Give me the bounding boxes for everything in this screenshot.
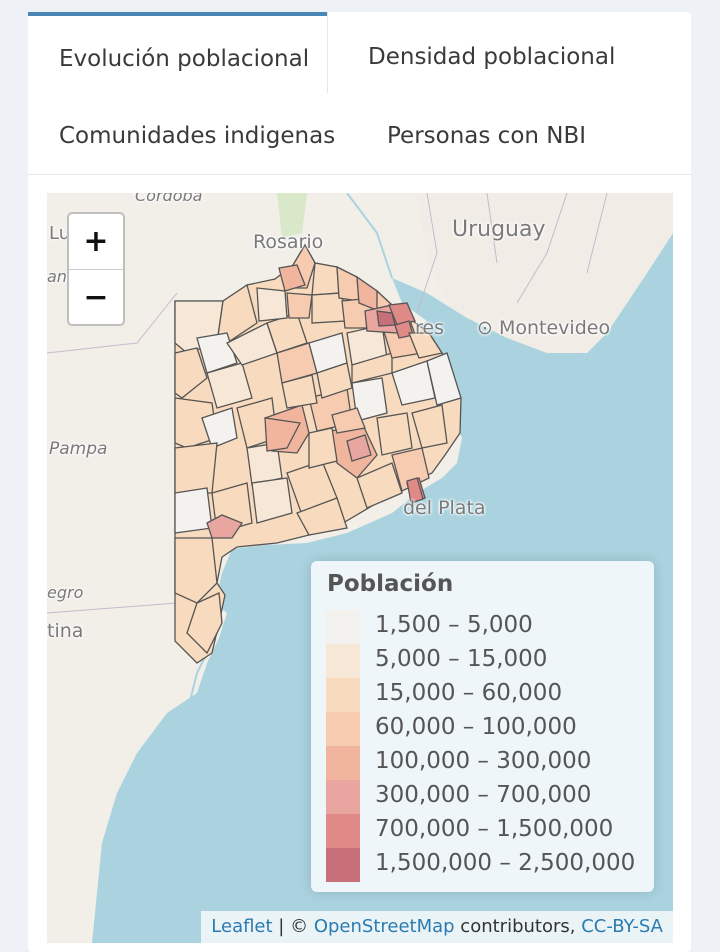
- license-link[interactable]: CC-BY-SA: [581, 916, 663, 937]
- municipality-cell: [346, 434, 372, 462]
- municipality-cell: [206, 362, 253, 409]
- place-label-rosario: Rosario: [253, 231, 324, 253]
- municipality-cell: [316, 362, 353, 399]
- legend-label: 1,500,000 – 2,500,000: [375, 850, 636, 876]
- place-label-buenos-aires: res: [415, 317, 444, 339]
- place-label-pampa: Pampa: [49, 439, 108, 459]
- legend-swatch: [326, 644, 360, 678]
- place-label-argentina: tina: [47, 620, 84, 642]
- municipality-cell: [201, 407, 238, 449]
- municipality-cell: [388, 302, 416, 326]
- municipality-cell: [376, 310, 396, 327]
- attribution-contrib: contributors,: [454, 916, 582, 937]
- legend-label: 5,000 – 15,000: [375, 646, 548, 672]
- municipality-cell: [308, 427, 338, 469]
- municipality-cell: [286, 292, 313, 319]
- attribution-sep: | ©: [272, 916, 314, 937]
- legend-row: 60,000 – 100,000: [326, 712, 646, 746]
- legend-label: 15,000 – 60,000: [375, 680, 563, 706]
- legend-label: 60,000 – 100,000: [375, 714, 577, 740]
- tab-evolucion-poblacional[interactable]: Evolución poblacional: [28, 12, 327, 93]
- municipality-cell: [376, 412, 413, 456]
- municipality-cell: [264, 417, 301, 452]
- municipality-cell: [186, 592, 223, 655]
- leaflet-link[interactable]: Leaflet: [211, 916, 273, 937]
- legend-swatch: [326, 746, 360, 780]
- legend-row: 700,000 – 1,500,000: [326, 814, 646, 848]
- place-label-cordoba: Cordoba: [135, 193, 203, 205]
- tab-divider: [327, 12, 328, 93]
- legend-row: 100,000 – 300,000: [326, 746, 646, 780]
- rio-de-la-plata: [392, 278, 607, 383]
- legend-row: 1,500,000 – 2,500,000: [326, 848, 646, 882]
- legend-label: 700,000 – 1,500,000: [375, 816, 614, 842]
- legend: Población 1,500 – 5,000 5,000 – 15,000 1…: [311, 561, 654, 892]
- municipality-cell: [281, 374, 318, 409]
- municipality-cell: [206, 514, 243, 539]
- legend-swatch: [326, 814, 360, 848]
- legend-swatch: [326, 610, 360, 644]
- legend-swatch: [326, 848, 360, 882]
- zoom-in-button[interactable]: +: [69, 214, 123, 270]
- osm-link[interactable]: OpenStreetMap: [313, 916, 455, 937]
- municipality-cell: [251, 477, 293, 524]
- place-label-negro: egro: [47, 583, 84, 602]
- boundary-lines: [47, 193, 608, 614]
- tab-bar: Evolución poblacional Densidad poblacion…: [28, 12, 691, 175]
- tab-personas-nbi[interactable]: Personas con NBI: [387, 123, 587, 149]
- place-label-uruguay: Uruguay: [452, 217, 546, 242]
- municipality-cell: [311, 262, 340, 296]
- municipality-cell: [174, 397, 218, 449]
- map-attribution: Leaflet | © OpenStreetMap contributors, …: [201, 911, 673, 943]
- tab-comunidades-indigenas[interactable]: Comunidades indigenas: [59, 123, 336, 149]
- montevideo-text: Montevideo: [498, 317, 611, 339]
- municipality-cell: [331, 407, 366, 434]
- municipality-cell: [411, 404, 448, 449]
- municipality-cell: [356, 462, 403, 509]
- tab-bar-bottom-border: [28, 174, 691, 175]
- legend-swatch: [326, 712, 360, 746]
- place-label-lu: Lu: [49, 223, 71, 244]
- municipality-cell: [174, 347, 208, 399]
- legend-row: 300,000 – 700,000: [326, 780, 646, 814]
- place-label-an: an: [47, 267, 67, 286]
- zoom-control: + −: [67, 212, 125, 326]
- legend-row: 5,000 – 15,000: [326, 644, 646, 678]
- place-label-mar-del-plata: del Plata: [403, 497, 486, 519]
- municipality-cell: [351, 352, 393, 384]
- legend-swatch: [326, 780, 360, 814]
- municipality-cell: [174, 442, 218, 494]
- park-area: [277, 193, 307, 238]
- municipality-cell: [174, 487, 213, 534]
- tab-densidad-poblacional[interactable]: Densidad poblacional: [368, 44, 616, 70]
- municipality-cell: [296, 497, 348, 536]
- municipality-cell: [426, 352, 462, 406]
- city-marker-icon: ⊙: [477, 317, 499, 339]
- legend-swatch: [326, 678, 360, 712]
- place-label-montevideo: ⊙ Montevideo: [477, 317, 610, 339]
- map-canvas[interactable]: Cordoba Lu an Rosario Uruguay res ⊙ Mont…: [47, 193, 673, 943]
- zoom-out-button[interactable]: −: [83, 280, 109, 315]
- municipality-cell: [408, 332, 444, 359]
- legend-label: 100,000 – 300,000: [375, 748, 592, 774]
- municipality-cell-mar-del-plata: [406, 477, 424, 504]
- municipality-cell: [278, 264, 306, 292]
- legend-row: 15,000 – 60,000: [326, 678, 646, 712]
- province-buenos-aires: [174, 243, 462, 664]
- municipality-cell: [174, 537, 218, 604]
- municipality-cell: [256, 287, 288, 322]
- legend-label: 300,000 – 700,000: [375, 782, 592, 808]
- legend-label: 1,500 – 5,000: [375, 612, 533, 638]
- map-basemap: [47, 193, 673, 943]
- legend-row: 1,500 – 5,000: [326, 610, 646, 644]
- legend-title: Población: [327, 571, 454, 597]
